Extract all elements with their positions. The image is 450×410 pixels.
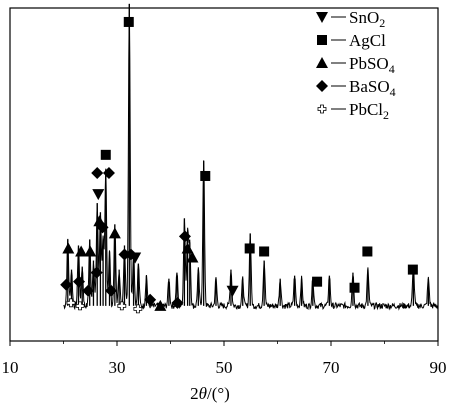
pbcl2-marker-35 bbox=[117, 301, 127, 311]
sno2-marker-9 bbox=[92, 189, 105, 201]
baso4-marker-23 bbox=[73, 275, 86, 288]
baso4-marker-25 bbox=[90, 266, 103, 279]
x-axis: 10 30 50 70 90 bbox=[2, 341, 447, 377]
legend-label-agcl: AgCl bbox=[349, 31, 386, 50]
agcl-marker-2 bbox=[200, 170, 211, 181]
baso4-marker-26 bbox=[105, 284, 118, 297]
agcl-marker-0 bbox=[123, 16, 134, 27]
pbcl2-marker-33 bbox=[66, 298, 76, 308]
x-tick-label-90: 90 bbox=[430, 358, 447, 377]
pbso4-marker-12 bbox=[62, 242, 75, 254]
pbso4-marker-14 bbox=[84, 245, 97, 257]
pbso4-marker-32 bbox=[154, 299, 167, 311]
legend-label-baso4: BaSO4 bbox=[349, 77, 396, 99]
legend-marker-pbso4 bbox=[316, 57, 328, 68]
agcl-marker-8 bbox=[407, 264, 418, 275]
legend-item-pbcl2: PbCl2 bbox=[317, 100, 389, 122]
pbso4-marker-17 bbox=[181, 242, 194, 254]
legend-marker-agcl bbox=[317, 35, 327, 45]
x-tick-label-10: 10 bbox=[2, 358, 19, 377]
agcl-marker-1 bbox=[100, 149, 111, 160]
baso4-marker-24 bbox=[82, 284, 95, 297]
x-tick-label-30: 30 bbox=[109, 358, 126, 377]
pbso4-marker-18 bbox=[186, 251, 199, 263]
baso4-marker-30 bbox=[144, 293, 157, 306]
legend-marker-sno2 bbox=[316, 12, 328, 23]
legend-marker-baso4 bbox=[316, 80, 328, 92]
baso4-marker-29 bbox=[124, 248, 137, 261]
pbcl2-marker-34 bbox=[75, 301, 85, 311]
pbcl2-marker-36 bbox=[133, 304, 143, 314]
baso4-marker-28 bbox=[118, 248, 131, 261]
legend-item-agcl: AgCl bbox=[317, 31, 386, 50]
agcl-marker-4 bbox=[259, 246, 270, 257]
baso4-marker-21 bbox=[96, 221, 109, 234]
legend-marker-pbcl2 bbox=[317, 104, 327, 114]
legend-label-sno2: SnO2 bbox=[349, 8, 385, 30]
agcl-marker-3 bbox=[244, 243, 255, 254]
baso4-marker-27 bbox=[178, 230, 191, 243]
legend-label-pbso4: PbSO4 bbox=[349, 54, 395, 76]
baso4-marker-22 bbox=[60, 278, 73, 291]
baso4-marker-20 bbox=[102, 166, 115, 179]
legend-item-pbso4: PbSO4 bbox=[316, 54, 395, 76]
x-tick-label-70: 70 bbox=[323, 358, 340, 377]
baso4-marker-19 bbox=[91, 166, 104, 179]
agcl-marker-6 bbox=[349, 282, 360, 293]
legend-item-baso4: BaSO4 bbox=[316, 77, 396, 99]
legend-item-sno2: SnO2 bbox=[316, 8, 385, 30]
sno2-marker-11 bbox=[226, 285, 239, 297]
pbso4-marker-13 bbox=[75, 245, 88, 257]
x-tick-label-50: 50 bbox=[216, 358, 233, 377]
baso4-marker-31 bbox=[171, 296, 184, 309]
phase-marker-layer bbox=[60, 16, 418, 314]
legend-label-pbcl2: PbCl2 bbox=[349, 100, 389, 122]
agcl-marker-5 bbox=[312, 276, 323, 287]
agcl-marker-7 bbox=[362, 246, 373, 257]
pbso4-marker-16 bbox=[108, 227, 121, 239]
x-axis-title: 2θ/(°) bbox=[190, 384, 230, 403]
